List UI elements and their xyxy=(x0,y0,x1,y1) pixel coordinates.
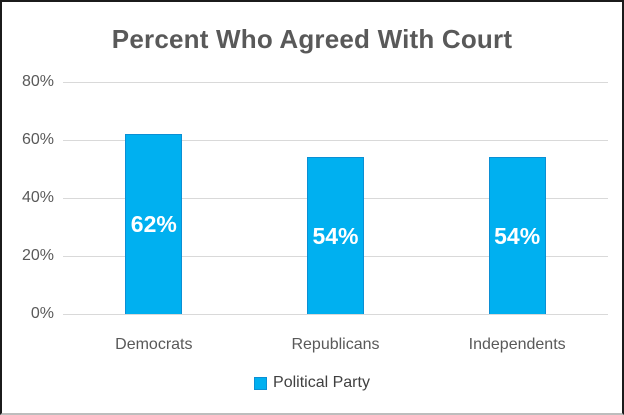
x-tick-republicans: Republicans xyxy=(291,336,380,353)
x-tick-independents: Independents xyxy=(468,336,566,353)
plot-area: 62% 54% 54% xyxy=(63,81,608,315)
y-tick-label-20%: 20% xyxy=(21,247,54,264)
x-axis: Democrats Republicans Independents xyxy=(63,336,608,358)
chart-title: Percent Who Agreed With Court xyxy=(111,24,513,54)
gridline-0% xyxy=(63,313,608,315)
x-tick-democrats: Democrats xyxy=(115,336,193,353)
y-tick-label-40%: 40% xyxy=(21,189,54,206)
y-tick-label-0%: 0% xyxy=(30,305,54,322)
legend-marker-political-party xyxy=(254,376,268,390)
data-label-republicans: 54% xyxy=(312,222,359,249)
gridline-60% xyxy=(63,139,608,141)
legend-label: Political Party xyxy=(273,374,370,391)
bar-democrats: 62% xyxy=(125,134,183,314)
y-axis: 0% 20% 40% 60% 80% xyxy=(10,74,54,322)
data-label-independents: 54% xyxy=(494,222,541,249)
y-tick-label-80%: 80% xyxy=(21,73,54,90)
gridline-80% xyxy=(63,81,608,83)
bar-independents: 54% xyxy=(488,157,546,314)
data-label-democrats: 62% xyxy=(130,211,177,238)
legend: Political Party xyxy=(2,373,622,393)
y-tick-label-60%: 60% xyxy=(21,131,54,148)
bar-republicans: 54% xyxy=(307,157,364,314)
